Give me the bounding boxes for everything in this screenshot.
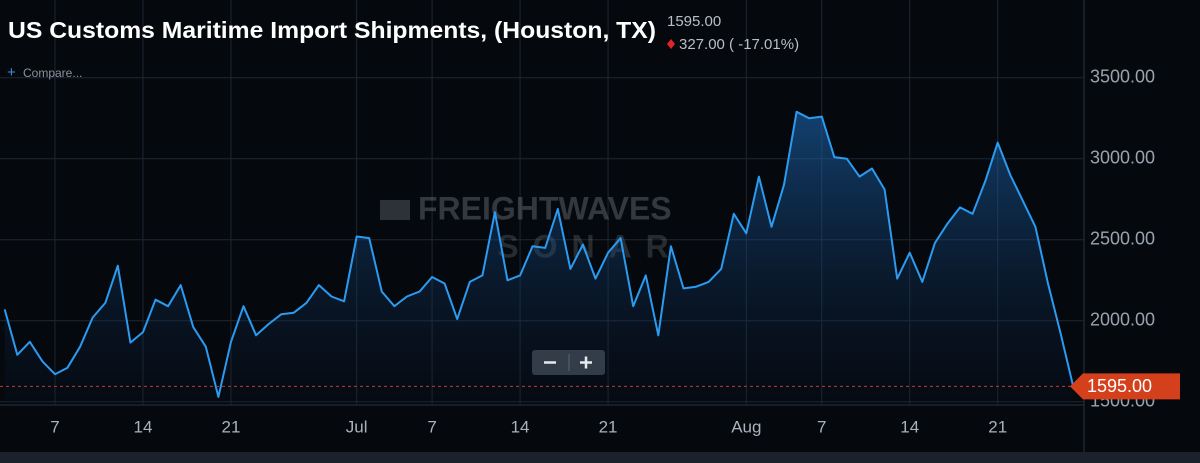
line	[3, 110, 1075, 398]
compare-button[interactable]: + Compare...	[7, 64, 82, 81]
x-tick-label: Aug	[731, 417, 761, 436]
x-tick-label: 21	[599, 417, 618, 436]
watermark-text: SONAR	[497, 228, 683, 264]
zoom-control[interactable]	[532, 350, 605, 375]
x-tick-label: 7	[427, 417, 436, 436]
area	[4, 111, 1074, 406]
x-tick-label: 21	[988, 417, 1007, 436]
bottom-bar	[0, 452, 1200, 463]
header-change: 327.00 ( -17.01%)	[679, 36, 799, 53]
chart-title: US Customs Maritime Import Shipments, (H…	[8, 17, 656, 43]
x-tick-label: 7	[817, 417, 826, 436]
down-indicator	[667, 39, 675, 49]
header-value: 1595.00	[667, 13, 721, 30]
watermark-text: FREIGHTWAVES	[418, 190, 672, 226]
watermark-logo	[380, 200, 410, 220]
plot	[0, 110, 1075, 406]
x-tick-label: 7	[50, 417, 59, 436]
compare-plus: +	[7, 64, 16, 81]
y-tick-label: 2000.00	[1090, 310, 1155, 330]
x-tick-label: Jul	[346, 417, 368, 436]
last-value-label: 1595.00	[1087, 376, 1152, 396]
y-tick-label: 3000.00	[1090, 148, 1155, 168]
y-tick-label: 3500.00	[1090, 67, 1155, 87]
compare-label: Compare...	[23, 66, 82, 80]
y-tick-label: 2500.00	[1090, 229, 1155, 249]
x-tick-label: 14	[511, 417, 530, 436]
x-tick-label: 14	[900, 417, 919, 436]
last-value-tag	[1070, 373, 1180, 400]
watermark: FREIGHTWAVES SONAR	[380, 190, 683, 264]
x-tick-label: 14	[134, 417, 153, 436]
x-tick-label: 21	[221, 417, 240, 436]
